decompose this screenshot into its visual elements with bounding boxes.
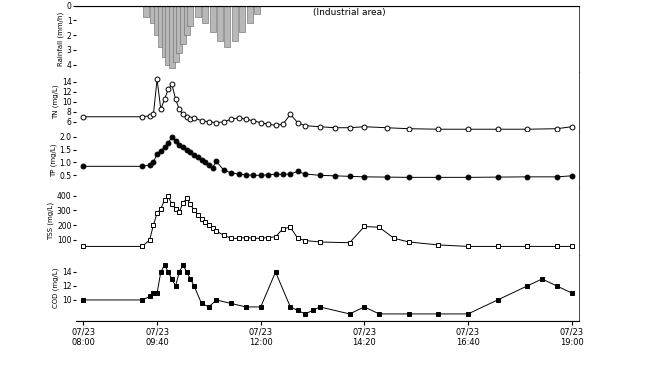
Bar bbox=[202, 6, 208, 23]
Bar bbox=[161, 6, 167, 57]
Bar bbox=[217, 6, 223, 41]
Bar bbox=[232, 6, 238, 41]
Y-axis label: TSS (mg/L): TSS (mg/L) bbox=[47, 202, 54, 240]
Y-axis label: TP (mg/L): TP (mg/L) bbox=[50, 143, 57, 177]
Bar bbox=[165, 6, 171, 65]
Bar bbox=[154, 6, 160, 35]
Bar bbox=[176, 6, 182, 53]
Bar bbox=[188, 6, 193, 26]
Bar bbox=[210, 6, 216, 32]
Y-axis label: COD (mg/L): COD (mg/L) bbox=[53, 267, 59, 308]
Bar bbox=[224, 6, 230, 47]
Y-axis label: TN (mg/L): TN (mg/L) bbox=[53, 85, 59, 119]
Bar bbox=[254, 6, 260, 14]
Bar bbox=[172, 6, 178, 62]
Y-axis label: Rainfall (mm/h): Rainfall (mm/h) bbox=[57, 12, 64, 66]
Bar bbox=[195, 6, 201, 17]
Bar bbox=[151, 6, 157, 23]
Text: (Industrial area): (Industrial area) bbox=[313, 8, 385, 17]
Bar bbox=[169, 6, 175, 68]
Bar bbox=[143, 6, 149, 17]
Bar bbox=[184, 6, 190, 35]
Bar bbox=[180, 6, 186, 44]
Bar bbox=[158, 6, 164, 47]
Bar bbox=[240, 6, 245, 32]
Bar bbox=[247, 6, 253, 23]
